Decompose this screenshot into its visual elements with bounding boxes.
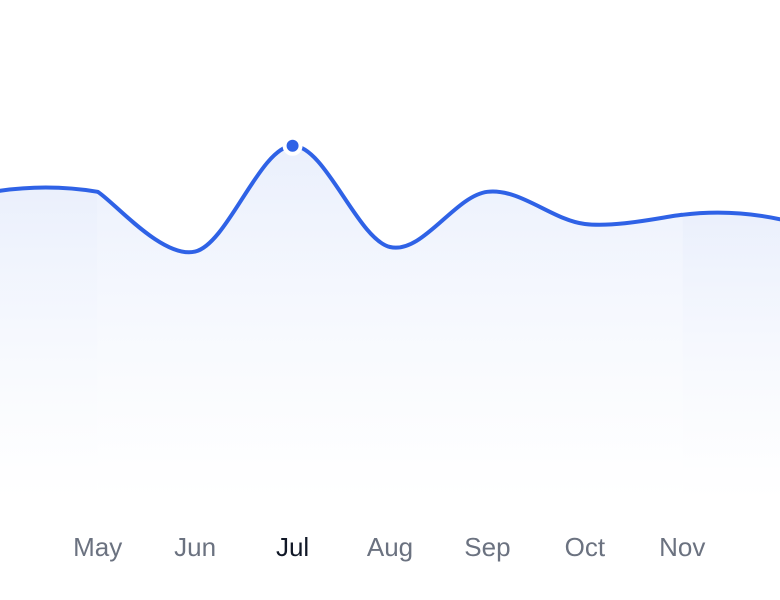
x-tick-label: May <box>73 532 122 562</box>
line-edge <box>0 185 100 194</box>
x-tick-label: Sep <box>464 532 510 562</box>
x-tick-label: Aug <box>367 532 413 562</box>
line <box>96 143 683 255</box>
active-point <box>282 135 303 156</box>
x-tick-label: Jul <box>276 532 309 562</box>
x-tick-label: Oct <box>565 532 606 562</box>
area-edge <box>682 212 780 500</box>
line-edge <box>680 210 780 222</box>
x-tick-label: Jun <box>174 532 216 562</box>
x-tick-label: Nov <box>659 532 705 562</box>
area-edge <box>0 187 98 500</box>
area <box>97 145 683 500</box>
